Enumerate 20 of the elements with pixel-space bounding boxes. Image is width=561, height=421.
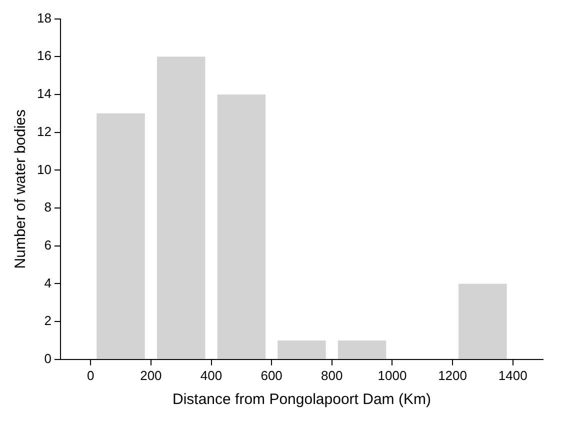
y-tick-label: 4 [44,275,52,290]
x-tick-label: 800 [321,368,343,383]
x-tick-label: 1000 [378,368,407,383]
x-tick-label: 1400 [498,368,528,383]
y-tick-label: 12 [36,124,52,139]
x-axis-title: Distance from Pongolapoort Dam (Km) [172,391,431,408]
y-tick-label: 6 [44,237,52,252]
y-tick-label: 2 [44,313,52,328]
y-tick-label: 18 [36,10,52,26]
y-tick-label: 10 [36,162,52,177]
x-tick-label: 1200 [438,368,467,383]
x-tick-label: 400 [200,368,222,383]
y-tick-label: 8 [44,200,52,215]
y-tick-label: 16 [36,48,52,64]
x-tick-label: 0 [87,368,94,383]
x-tick-label: 200 [140,368,162,383]
y-tick-label: 14 [36,86,52,102]
y-tick-label: 0 [44,350,52,366]
y-axis-title: Number of water bodies [12,109,30,269]
x-tick-label: 600 [260,368,282,383]
